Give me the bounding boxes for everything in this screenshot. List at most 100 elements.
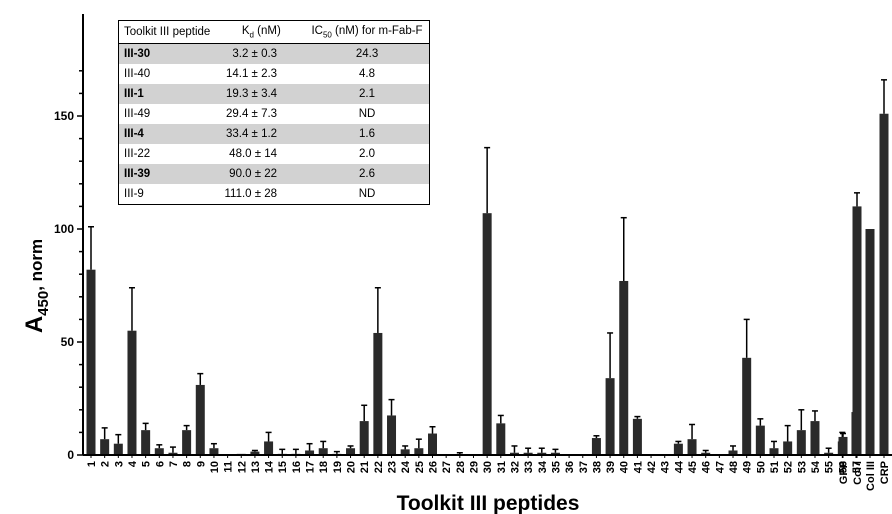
category-label: 57 [851,461,863,473]
bar [482,213,492,455]
bar [865,229,875,455]
bar [250,451,260,455]
bar [824,452,834,455]
category-label: 17 [305,461,317,473]
bar [209,448,219,455]
table-cell-ic50: 1.6 [305,124,430,144]
bar [619,280,629,455]
category-label: 47 [714,461,726,473]
table-row: III-49 29.4 ± 7.3 ND [119,104,430,124]
bar [400,449,410,455]
category-label: 4 [127,460,139,467]
category-label: 39 [605,461,617,473]
bar [428,433,437,455]
bar [346,448,356,455]
y-tick-label: 0 [67,448,74,462]
table-cell-peptide: III-22 [124,148,151,160]
table-row: III-39 90.0 ± 22 2.6 [118,164,430,184]
header-ic50: IC50 (nM) for m-Fab-F [305,20,430,44]
category-label: 31 [496,461,508,473]
bar [264,441,274,455]
bar [373,332,383,455]
bar [141,430,151,455]
category-label: 24 [400,460,412,473]
category-label: 27 [441,461,453,473]
category-label: 37 [578,461,590,473]
category-label: Col III [865,461,877,491]
bar [86,269,96,455]
category-label: 33 [523,461,535,473]
table-cell-ic50: 2.1 [305,84,430,104]
category-label: 51 [769,461,781,473]
category-label: 34 [537,460,549,473]
table-cell-kd: 90.0 ± 22 [217,164,306,184]
table-row: III-4 33.4 ± 1.2 1.6 [118,124,430,144]
bar [509,452,519,455]
category-label: 50 [755,461,767,473]
category-label: 21 [359,461,371,473]
category-label: 40 [619,461,631,473]
table-header-row: Toolkit III peptide Kd (nM) IC50 (nM) fo… [118,20,430,44]
category-label: 53 [796,461,808,473]
bars-layer [86,79,889,456]
category-label: 12 [236,461,248,473]
category-label: 15 [277,461,289,473]
bar [769,448,779,455]
category-label: 11 [223,461,235,473]
table-cell-peptide: III-49 [124,108,151,120]
bar [810,421,820,455]
category-label: 20 [346,461,358,473]
bar [195,384,205,455]
category-label: 49 [742,461,754,473]
bar [318,448,328,455]
header-peptide: Toolkit III peptide [118,20,218,44]
category-label: 5 [141,461,153,467]
category-label: 16 [291,461,303,473]
bar [113,443,123,455]
bar [605,378,615,455]
y-tick-label: 100 [54,222,74,236]
category-label: 45 [687,461,699,473]
bar [100,439,110,455]
bar [305,450,315,455]
bar [783,441,793,455]
y-tick-label: 50 [61,335,75,349]
table-cell-peptide: III-9 [124,188,144,200]
table-cell-peptide: III-1 [118,84,218,104]
category-label: 28 [455,461,467,473]
table-cell-kd: 48.0 ± 14 [229,148,278,160]
category-label: 54 [810,460,822,473]
bar [742,357,752,455]
bar [127,330,137,455]
y-axis-title: A450, norm [21,239,52,333]
y-tick-label: 150 [54,109,74,123]
table-cell-kd: 111.0 ± 28 [224,188,278,200]
category-label: 25 [414,461,426,473]
table-cell-ic50: ND [358,188,376,200]
category-label: 32 [509,461,521,473]
bar [414,448,424,455]
table-row: III-30 3.2 ± 0.3 24.3 [118,43,430,64]
x-axis-title: Toolkit III peptides [397,492,580,514]
bar [687,439,697,455]
category-label: 30 [482,461,494,473]
category-label: Col I [852,461,864,485]
table-cell-kd: 3.2 ± 0.3 [217,43,306,64]
labels-layer: 1 2 3 4 5 6 7 8 9 10 11 12 13 14 15 16 17 18 19 20 21 22 23 24 2… [21,109,891,514]
category-label: 41 [632,461,644,473]
table-cell-ic50: 2.6 [305,164,430,184]
category-label: 23 [387,461,399,473]
table-row: III-22 48.0 ± 14 2.0 [119,144,430,164]
category-label: 10 [209,461,221,473]
category-label: 9 [195,461,207,467]
bar [728,450,738,455]
category-label: 44 [673,460,685,473]
bar [523,452,533,455]
bar [591,438,601,455]
category-label: 2 [100,461,112,467]
category-label: 8 [182,461,194,467]
category-label: 43 [660,461,672,473]
table-row: III-1 19.3 ± 3.4 2.1 [118,84,430,104]
table-cell-peptide: III-40 [124,68,151,80]
